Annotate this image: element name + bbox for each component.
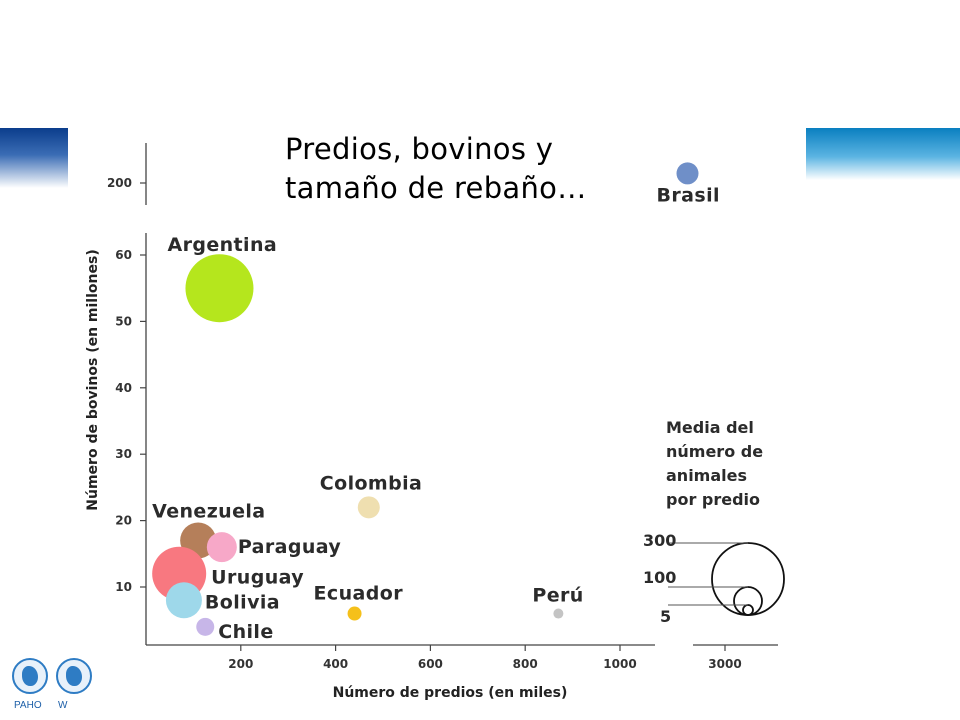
x-axis-title: Número de predios (en miles): [333, 685, 568, 701]
y-tick-label: 40: [115, 381, 132, 395]
bubble-label: Perú: [532, 585, 583, 607]
bubble-per: [553, 608, 564, 619]
x-tick-label: 200: [228, 657, 253, 671]
bubble-chart: 10 20 30 40 50 60 200 200 400 600 800 1000 3000 Númer…: [85, 143, 785, 701]
bubble-label: Venezuela: [152, 501, 265, 523]
size-legend-circle: [733, 586, 763, 616]
bubble-chile: [196, 617, 215, 636]
y-tick-label: 30: [115, 447, 132, 461]
size-legend-title: por predio: [666, 490, 760, 509]
size-legend-label: 300: [643, 531, 676, 550]
y-tick-label: 50: [115, 314, 132, 328]
bubble-colombia: [357, 496, 380, 519]
y-tick-label: 60: [115, 248, 132, 262]
bubble-label: Argentina: [167, 234, 277, 256]
who-logo-icon: [56, 658, 92, 694]
size-legend-title: animales: [666, 466, 747, 485]
x-tick-label: 3000: [708, 657, 741, 671]
y-tick-label: 20: [115, 514, 132, 528]
size-legend-label: 5: [660, 607, 671, 626]
bubble-label: Colombia: [320, 472, 423, 494]
bubble-paraguay: [206, 532, 237, 563]
bubble-ecuador: [347, 606, 362, 621]
size-legend-title: Media del: [666, 418, 754, 437]
size-legend-circle: [742, 604, 754, 616]
bubble-label: Ecuador: [314, 583, 404, 605]
x-tick-label: 400: [323, 657, 348, 671]
who-label: W: [58, 700, 68, 711]
x-tick-label: 600: [418, 657, 443, 671]
bubble-label: Paraguay: [238, 536, 342, 558]
y-axis-title: Número de bovinos (en millones): [85, 249, 101, 510]
chart-title: Predios, bovinos y tamaño de rebaño…: [285, 132, 587, 205]
bubble-label: Brasil: [657, 184, 720, 206]
paho-label: PAHO: [14, 700, 42, 711]
header-banner-left: [0, 128, 70, 188]
bubble-argentina: [185, 254, 254, 323]
chart-panel: 10 20 30 40 50 60 200 200 400 600 800 1000 3000 Númer…: [68, 128, 806, 720]
y-tick-label: 10: [115, 580, 132, 594]
x-tick-label: 800: [513, 657, 538, 671]
paho-logo-icon: [12, 658, 48, 694]
bubble-label: Uruguay: [211, 567, 304, 589]
size-legend-title: número de: [666, 442, 763, 461]
footer-logos: PAHO W: [10, 656, 110, 720]
bubble-bolivia: [165, 582, 202, 619]
bubble-label: Chile: [218, 621, 273, 643]
size-legend-label: 100: [643, 568, 676, 587]
bubble-brasil: [676, 162, 699, 185]
header-banner-right: [805, 128, 960, 180]
bubble-label: Bolivia: [205, 591, 280, 613]
y-tick-label: 200: [107, 176, 132, 190]
x-tick-label: 1000: [603, 657, 636, 671]
